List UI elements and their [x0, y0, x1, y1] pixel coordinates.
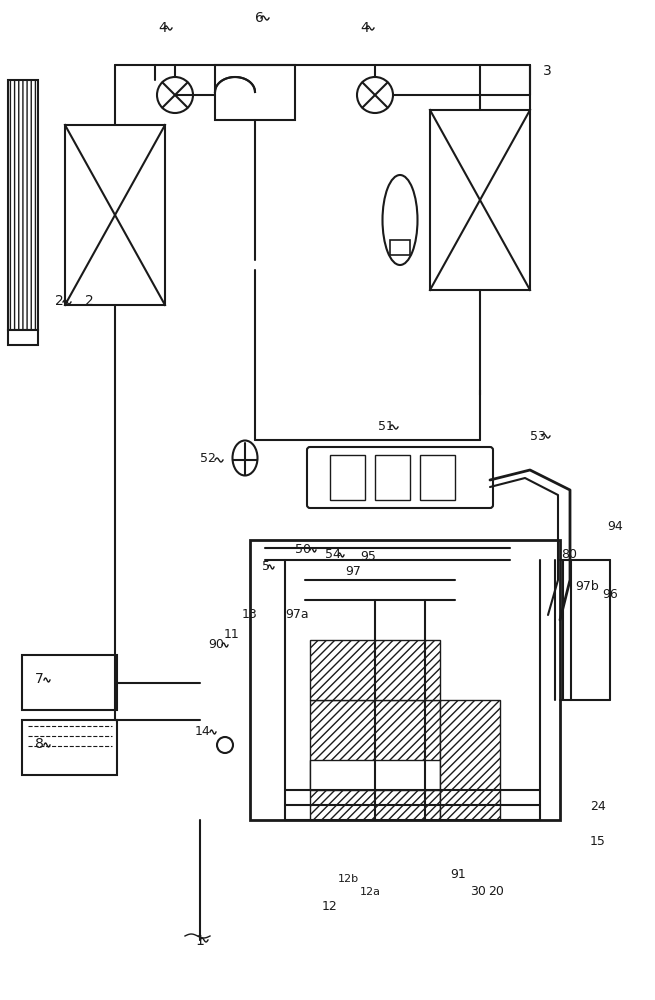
Text: 5: 5 — [262, 560, 270, 573]
Circle shape — [217, 737, 233, 753]
Bar — [22, 655, 117, 710]
Text: 1: 1 — [195, 934, 204, 948]
Text: 4: 4 — [158, 21, 167, 35]
Text: 11: 11 — [224, 628, 240, 641]
Ellipse shape — [233, 440, 257, 476]
Text: 7: 7 — [35, 672, 44, 686]
Bar — [310, 760, 440, 790]
Bar — [8, 80, 38, 330]
Bar — [420, 455, 455, 500]
Text: 3: 3 — [543, 64, 552, 78]
Bar — [330, 455, 365, 500]
Text: 12b: 12b — [338, 874, 359, 884]
Bar — [215, 65, 295, 120]
Text: 94: 94 — [607, 520, 623, 533]
Circle shape — [357, 77, 393, 113]
Bar — [390, 240, 410, 255]
Text: 54: 54 — [325, 548, 341, 561]
Text: 24: 24 — [590, 800, 606, 813]
Text: 53: 53 — [530, 430, 546, 443]
Text: 97a: 97a — [285, 608, 309, 621]
Bar — [310, 640, 440, 700]
Text: 90: 90 — [208, 638, 224, 651]
Bar — [250, 540, 560, 820]
Bar — [65, 125, 165, 305]
Bar — [430, 110, 530, 290]
Text: 14: 14 — [195, 725, 211, 738]
Circle shape — [157, 77, 193, 113]
Text: 80: 80 — [561, 548, 577, 561]
Text: 95: 95 — [360, 550, 376, 563]
Text: 8: 8 — [35, 737, 44, 751]
Bar — [375, 455, 410, 500]
Text: 15: 15 — [590, 835, 606, 848]
Bar — [22, 720, 117, 775]
Text: 13: 13 — [242, 608, 258, 621]
Text: 30: 30 — [470, 885, 486, 898]
Text: 2: 2 — [55, 294, 64, 308]
Text: 4: 4 — [360, 21, 369, 35]
Text: 12a: 12a — [360, 887, 381, 897]
Bar — [440, 700, 500, 820]
Bar — [8, 330, 38, 345]
Bar — [310, 700, 440, 820]
FancyBboxPatch shape — [307, 447, 493, 508]
Text: 96: 96 — [602, 588, 618, 601]
Text: 91: 91 — [450, 868, 466, 881]
Text: 97: 97 — [345, 565, 361, 578]
Text: 97b: 97b — [575, 580, 599, 593]
Text: 12: 12 — [322, 900, 338, 913]
Text: 50: 50 — [295, 543, 311, 556]
Text: 51: 51 — [378, 420, 394, 433]
Ellipse shape — [383, 175, 417, 265]
Text: 2: 2 — [85, 294, 94, 308]
Text: 20: 20 — [488, 885, 504, 898]
Text: 6: 6 — [255, 11, 264, 25]
Text: 52: 52 — [200, 452, 216, 465]
